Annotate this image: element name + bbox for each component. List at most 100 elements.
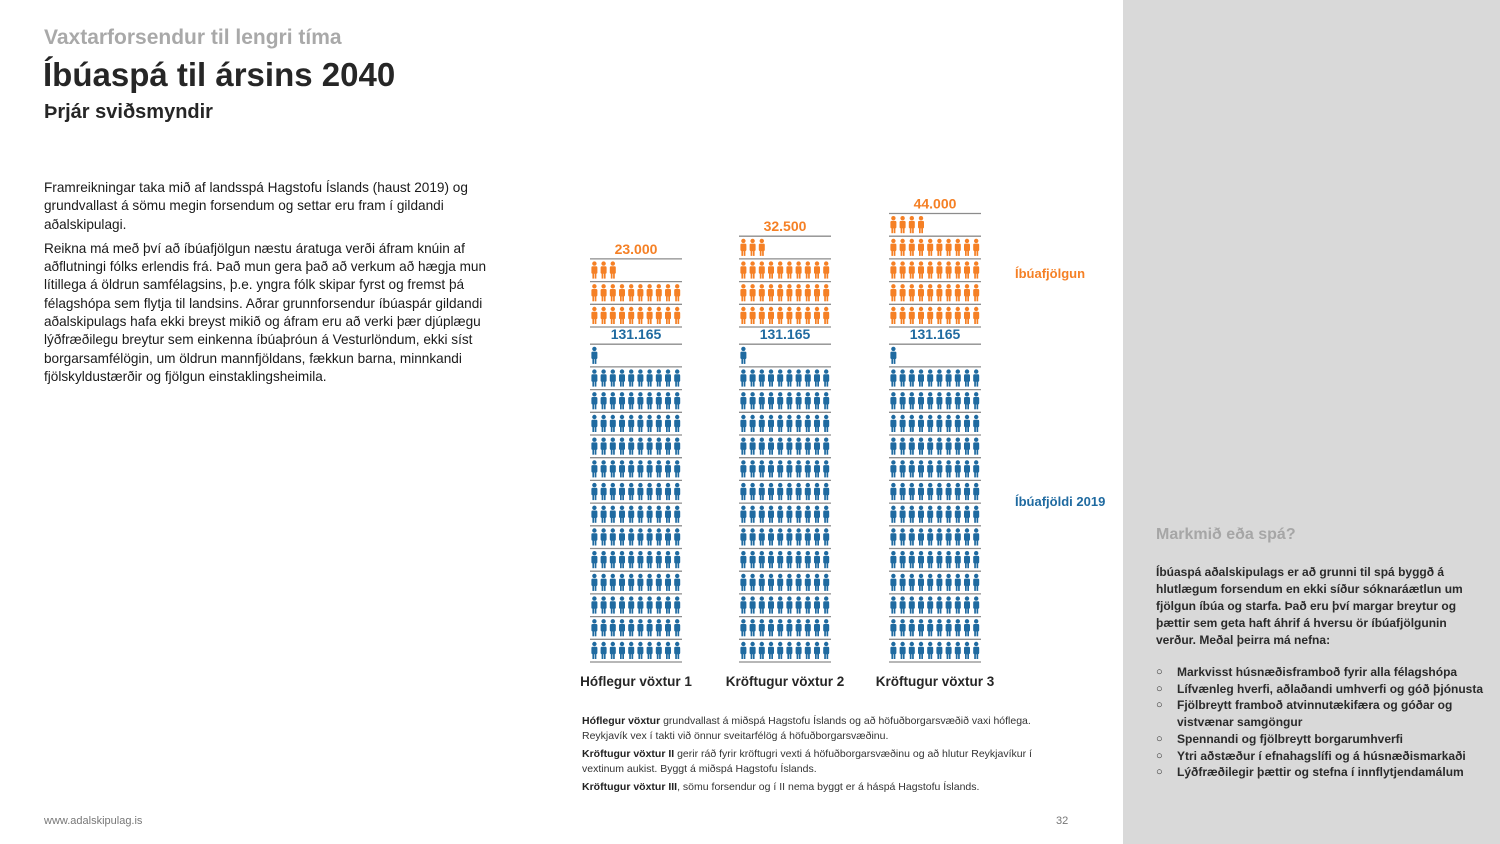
person-icon (646, 528, 653, 546)
person-icon (795, 437, 802, 455)
person-icon (918, 238, 924, 256)
person-icon (758, 437, 765, 455)
person-icon (740, 238, 747, 256)
person-icon (646, 392, 653, 410)
person-icon (795, 369, 802, 387)
person-icon (927, 369, 934, 387)
person-icon (954, 437, 961, 455)
person-icon (609, 392, 616, 410)
person-icon (591, 528, 598, 546)
person-icon (804, 596, 811, 614)
person-icon (918, 482, 924, 501)
person-icon (899, 414, 906, 432)
data-label: 23.000 (615, 241, 658, 257)
person-icon (600, 551, 607, 569)
person-icon (591, 261, 598, 279)
person-icon (908, 261, 915, 279)
person-icon (758, 306, 765, 324)
person-icon (908, 414, 915, 432)
person-icon (665, 460, 671, 478)
person-icon (804, 619, 811, 637)
person-icon (665, 306, 671, 324)
person-icon (777, 573, 784, 591)
kicker: Vaxtarforsendur til lengri tíma (44, 26, 342, 49)
person-icon (927, 238, 934, 256)
person-icon (973, 437, 980, 455)
person-icon (814, 505, 820, 523)
person-icon (795, 414, 802, 432)
person-icon (899, 306, 906, 324)
person-icon (918, 437, 924, 455)
person-icon (619, 369, 625, 387)
person-icon (637, 528, 644, 546)
person-icon (899, 641, 906, 659)
person-icon (814, 392, 820, 410)
person-icon (591, 284, 598, 302)
person-icon (768, 392, 774, 410)
person-icon (637, 551, 644, 569)
panel-body: Íbúaspá aðalskipulags er að grunni til s… (1156, 565, 1463, 647)
person-icon (795, 460, 802, 478)
person-icon (954, 596, 961, 614)
person-icon (619, 392, 625, 410)
person-icon (619, 284, 625, 302)
person-icon (628, 551, 635, 569)
person-icon (804, 437, 811, 455)
person-icon (936, 573, 943, 591)
person-icon (927, 392, 934, 410)
person-icon (823, 528, 830, 546)
person-icon (740, 261, 747, 279)
person-icon (918, 573, 924, 591)
person-icon (609, 596, 616, 614)
person-icon (908, 551, 915, 569)
person-icon (786, 306, 793, 324)
person-icon (609, 482, 616, 501)
person-icon (954, 460, 961, 478)
person-icon (655, 619, 662, 637)
person-icon (758, 573, 765, 591)
person-icon (768, 261, 774, 279)
footer-url[interactable]: www.adalskipulag.is (44, 815, 143, 827)
person-icon (600, 414, 607, 432)
person-icon (646, 596, 653, 614)
person-icon (945, 261, 952, 279)
person-icon (899, 596, 906, 614)
person-icon (936, 505, 943, 523)
person-icon (637, 596, 644, 614)
person-icon (674, 437, 681, 455)
person-icon (609, 641, 616, 659)
person-icon (890, 369, 897, 387)
person-icon (768, 284, 774, 302)
person-icon (973, 641, 980, 659)
person-icon (674, 619, 681, 637)
person-icon (600, 284, 607, 302)
person-icon (758, 551, 765, 569)
person-icon (964, 528, 970, 546)
person-icon (768, 528, 774, 546)
category-label: Kröftugur vöxtur 2 (726, 674, 845, 689)
person-icon (786, 437, 793, 455)
person-icon (768, 641, 774, 659)
person-icon (814, 528, 820, 546)
person-icon (908, 306, 915, 324)
person-icon (665, 573, 671, 591)
person-icon (945, 641, 952, 659)
intro-text: Framreikningar taka mið af landsspá Hags… (44, 179, 519, 392)
person-icon (954, 284, 961, 302)
person-icon (823, 392, 830, 410)
person-icon (786, 505, 793, 523)
person-icon (954, 528, 961, 546)
person-icon (918, 528, 924, 546)
person-icon (628, 596, 635, 614)
person-icon (786, 641, 793, 659)
person-icon (927, 414, 934, 432)
bar-population-1: 131.165 (590, 326, 682, 663)
person-icon (927, 284, 934, 302)
bar-population-3: 131.165 (889, 326, 981, 663)
person-icon (749, 261, 756, 279)
person-icon (740, 528, 747, 546)
person-icon (964, 619, 970, 637)
person-icon (823, 596, 830, 614)
person-icon (908, 619, 915, 637)
person-icon (973, 238, 980, 256)
